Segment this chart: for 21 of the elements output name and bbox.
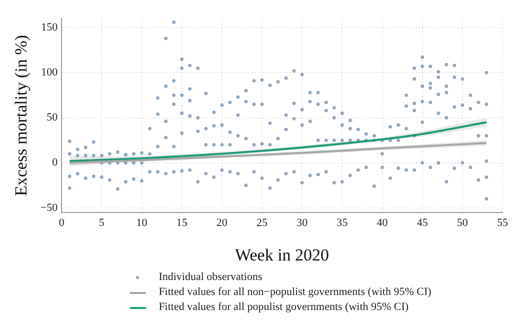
x-tick-label: 45 — [416, 216, 428, 229]
x-tick-label: 35 — [336, 216, 348, 229]
legend-label: Fitted values for all populist governments (with 95% CI) — [158, 300, 409, 315]
y-tick-label: 100 — [41, 66, 58, 79]
y-tick-label: −50 — [40, 202, 58, 214]
x-tick-label: 30 — [296, 216, 308, 229]
x-tick-label: 10 — [136, 216, 148, 229]
y-tick-label: 0 — [52, 156, 58, 169]
y-tick-label: 50 — [46, 112, 58, 124]
x-tick-label: 15 — [176, 216, 188, 229]
x-axis-title: Week in 2020 — [235, 245, 330, 264]
x-tick-label: 50 — [456, 216, 468, 229]
x-tick-label: 55 — [497, 216, 508, 229]
x-tick-label: 40 — [376, 216, 388, 229]
x-tick-label: 25 — [256, 216, 268, 229]
x-tick-label: 5 — [98, 216, 105, 229]
legend-label: Individual observations — [158, 270, 262, 285]
y-axis-title: Excess mortality (in %) — [12, 35, 31, 196]
legend-label: Fitted values for all non−populist governments (with 95% CI) — [158, 285, 432, 300]
y-tick-label: 150 — [41, 22, 58, 34]
x-tick-label: 20 — [216, 216, 228, 229]
